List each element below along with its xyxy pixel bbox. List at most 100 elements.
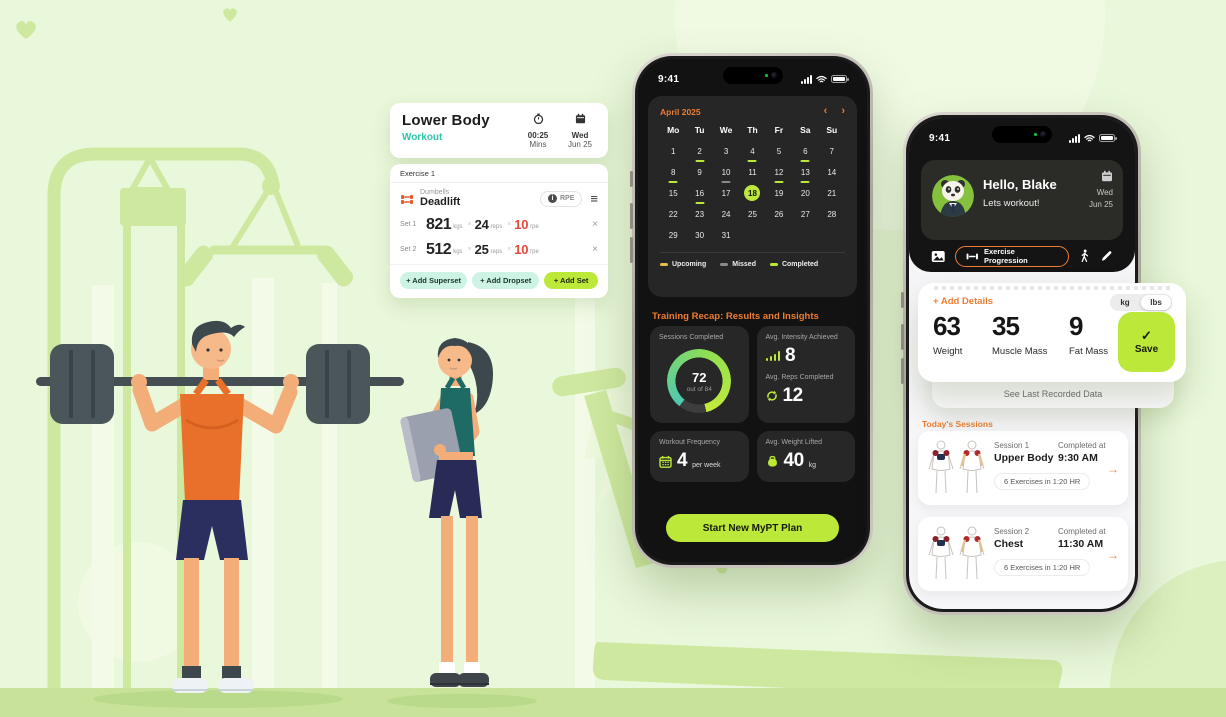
menu-icon[interactable]: ≡ (590, 191, 598, 206)
calendar-day-17[interactable]: 17 (721, 188, 731, 198)
unit-option-kg[interactable]: kg (1120, 298, 1130, 307)
calendar-day-22[interactable]: 22 (668, 209, 678, 219)
battery-icon (1099, 134, 1117, 142)
avatar[interactable] (932, 175, 974, 217)
calendar-day-1[interactable]: 1 (670, 146, 676, 156)
muscle-mass-metric[interactable]: 35 Muscle Mass (992, 311, 1048, 357)
add-details-button[interactable]: + Add Details (933, 296, 994, 307)
calendar-day-4[interactable]: 4 (739, 143, 765, 164)
session-card-2[interactable]: Session 2 Chest Completed at 11:30 AM 6 … (918, 517, 1128, 591)
remove-set-icon[interactable]: × (592, 244, 598, 255)
calendar-day-14[interactable]: 14 (827, 167, 837, 177)
calendar-weekday: Su (826, 125, 838, 135)
dynamic-island (992, 126, 1052, 143)
calendar-day-8[interactable]: 8 (660, 164, 686, 185)
home-toolbar: Exercise Progression (909, 242, 1135, 270)
calendar-icon (575, 113, 585, 124)
save-button[interactable]: ✓ Save (1118, 312, 1175, 372)
calendar-day-29[interactable]: 29 (668, 230, 678, 240)
calendar-card: April 2025 ‹ › Mo Tu We Th Fr Sa Su 1 2 3 4 5 6 7 8 9 10… (648, 96, 857, 297)
calendar-icon (659, 455, 672, 468)
signal-icon (1069, 133, 1080, 143)
remove-set-icon[interactable]: × (592, 219, 598, 230)
phone-side-button (630, 237, 633, 263)
calendar-icon (1102, 170, 1112, 182)
fat-mass-metric[interactable]: 9 Fat Mass (1069, 311, 1109, 357)
set1-weight[interactable]: 821 (426, 215, 452, 233)
clock: 9:41 (929, 132, 951, 144)
calendar-day-2[interactable]: 2 (686, 143, 712, 164)
prev-month-icon[interactable]: ‹ (823, 105, 828, 117)
set1-rpe[interactable]: 10 (514, 217, 529, 232)
workout-duration: 00:25 Mins (520, 111, 556, 149)
photo-icon[interactable] (931, 250, 945, 263)
calendar-day-9[interactable]: 9 (697, 167, 702, 177)
calendar-day-10[interactable]: 10 (713, 164, 739, 185)
session-time: 9:30 AM (1058, 452, 1098, 464)
sessions-completed-card: Sessions Completed 72 out of 84 (650, 326, 749, 423)
calendar-grid: Mo Tu We Th Fr Sa Su 1 2 3 4 5 6 7 8 9 10 11 12 13 14 15 16 17 1… (660, 125, 845, 248)
calendar-day-18[interactable]: 18 (739, 185, 765, 206)
calendar-day-27[interactable]: 27 (800, 209, 810, 219)
calendar-day-30[interactable]: 30 (695, 230, 705, 240)
calendar-day-31[interactable]: 31 (721, 230, 731, 240)
calendar-day-23[interactable]: 23 (695, 209, 705, 219)
cable-machine-silhouette (47, 147, 279, 717)
calendar-day-15[interactable]: 15 (668, 188, 678, 198)
calendar-day-12[interactable]: 12 (766, 164, 792, 185)
add-dropset-button[interactable]: + Add Dropset (472, 272, 540, 289)
exercise-card: Exercise 1 Dumbells Deadlift i RPE ≡ Set… (390, 164, 608, 298)
calendar-day-13[interactable]: 13 (792, 164, 818, 185)
calendar-day-7[interactable]: 7 (829, 146, 834, 156)
unit-toggle[interactable]: kg lbs (1110, 294, 1172, 311)
calendar-day-5[interactable]: 5 (776, 146, 782, 156)
calendar-day-26[interactable]: 26 (774, 209, 784, 219)
intensity-bars-icon (765, 351, 780, 361)
calendar-day-25[interactable]: 25 (748, 209, 757, 219)
calendar-day-3[interactable]: 3 (723, 146, 729, 156)
exercise-label: Exercise 1 (390, 164, 608, 183)
set-row-1: Set 1 821 kgs × 24 reps × 10 rpe × (400, 215, 598, 233)
rpe-info-button[interactable]: i RPE (540, 190, 583, 207)
add-superset-button[interactable]: + Add Superset (400, 272, 468, 289)
pencil-icon[interactable] (1100, 250, 1113, 263)
calendar-day-24[interactable]: 24 (721, 209, 731, 219)
set1-reps[interactable]: 24 (474, 217, 489, 232)
open-session-icon[interactable]: → (1107, 548, 1119, 562)
calendar-day-20[interactable]: 20 (800, 188, 810, 198)
calendar-legend: Upcoming Missed Completed (660, 252, 845, 268)
wifi-icon (1084, 134, 1095, 141)
unit-option-lbs[interactable]: lbs (1141, 295, 1171, 310)
home-header: 9:41 (909, 118, 1135, 272)
man-lifting-illustration (36, 320, 404, 693)
calendar-weekday: We (719, 125, 733, 135)
next-month-icon[interactable]: › (841, 105, 845, 117)
phone-side-button (901, 292, 904, 308)
set2-rpe[interactable]: 10 (514, 242, 529, 257)
start-plan-button[interactable]: Start New MyPT Plan (666, 514, 839, 542)
stopwatch-icon (533, 113, 543, 125)
set2-weight[interactable]: 512 (426, 240, 452, 258)
set2-reps[interactable]: 25 (474, 242, 489, 257)
calendar-month: April 2025 (660, 106, 701, 117)
calendar-day-11[interactable]: 11 (748, 167, 757, 177)
exercise-progression-button[interactable]: Exercise Progression (955, 245, 1069, 267)
workout-date: Wed Jun 25 (562, 111, 598, 149)
add-set-button[interactable]: + Add Set (544, 272, 598, 289)
calendar-weekday: Tu (694, 125, 705, 135)
calendar-day-16[interactable]: 16 (686, 185, 712, 206)
phone-side-button (901, 358, 904, 384)
session-card-1[interactable]: Session 1 Upper Body Completed at 9:30 A… (918, 431, 1128, 505)
calendar-day-6[interactable]: 6 (792, 143, 818, 164)
session-meta-pill: 6 Exercises in 1:20 HR (994, 559, 1091, 576)
recap-title: Training Recap: Results and Insights (652, 311, 819, 322)
calendar-day-28[interactable]: 28 (827, 209, 837, 219)
calendar-day-21[interactable]: 21 (827, 188, 837, 198)
open-session-icon[interactable]: → (1107, 462, 1119, 476)
progress-ring (667, 349, 732, 413)
walking-person-icon[interactable] (1079, 249, 1091, 263)
check-icon: ✓ (1141, 328, 1152, 343)
weight-metric[interactable]: 63 Weight (933, 311, 963, 357)
calendar-day-19[interactable]: 19 (774, 188, 784, 198)
signal-icon (801, 74, 812, 84)
